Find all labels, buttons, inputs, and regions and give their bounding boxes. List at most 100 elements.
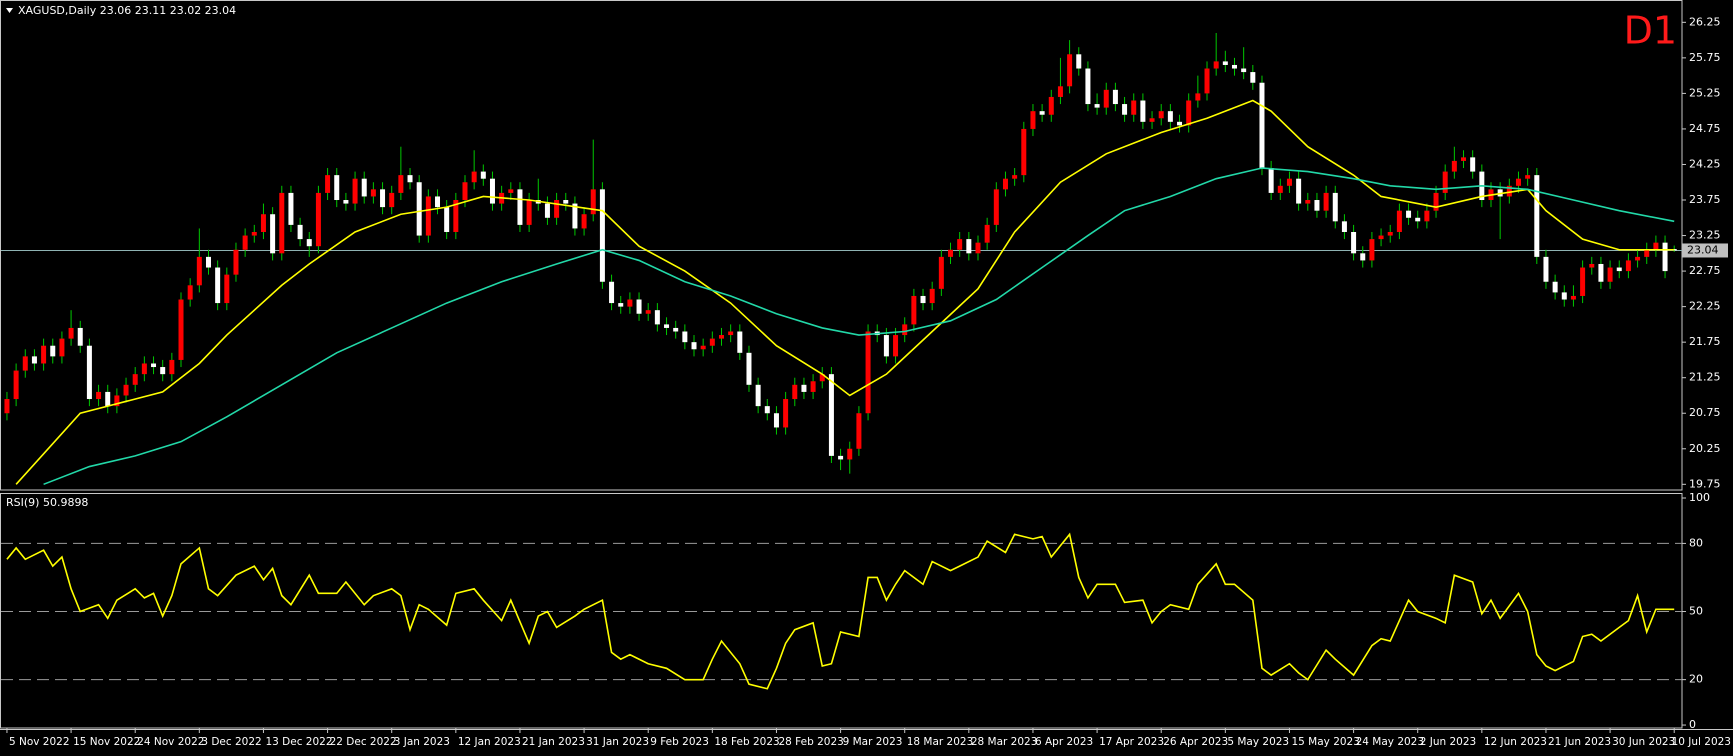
candle-body	[68, 327, 74, 339]
candle-body	[13, 370, 19, 400]
candle-body	[1222, 61, 1228, 65]
candle-body	[187, 285, 193, 300]
x-tick-label: 18 Mar 2023	[907, 736, 974, 748]
candle-body	[755, 384, 761, 407]
y-tick-label: 24.75	[1689, 122, 1721, 135]
candle-body	[764, 406, 770, 414]
candle-body	[938, 256, 944, 289]
y-tick-label: 21.75	[1689, 335, 1721, 348]
indicator-label: RSI(9) 50.9898	[6, 496, 88, 509]
candle-body	[1259, 82, 1265, 169]
candle-body	[1140, 100, 1146, 122]
candle-body	[572, 203, 578, 229]
indicator-y-tick-label: 50	[1689, 605, 1703, 618]
candle-body	[315, 192, 321, 247]
x-tick-label: 10 Jul 2023	[1672, 736, 1731, 748]
candle-body	[4, 399, 10, 414]
candle-body	[902, 324, 908, 336]
x-tick-label: 21 Jun 2023	[1548, 736, 1611, 748]
candle-body	[1030, 111, 1036, 129]
candle-body	[1406, 210, 1412, 218]
candle-body	[1314, 200, 1320, 211]
candle-body	[425, 196, 431, 236]
candle-body	[1570, 295, 1576, 300]
candle-body	[151, 363, 157, 368]
y-tick-label: 24.25	[1689, 157, 1721, 170]
candle-body	[609, 281, 615, 304]
candle-body	[1470, 157, 1476, 172]
candle-body	[1653, 242, 1659, 250]
y-tick-label: 26.25	[1689, 15, 1721, 28]
candle-body	[984, 224, 990, 243]
candle-body	[691, 342, 697, 350]
candle-body	[361, 178, 367, 197]
candle-body	[773, 413, 779, 428]
candle-body	[480, 171, 486, 179]
candle-body	[1002, 178, 1008, 190]
candle-body	[718, 335, 724, 339]
candle-body	[288, 192, 294, 225]
candle-body	[1332, 192, 1338, 222]
candle-body	[178, 299, 184, 360]
x-tick-label: 18 Feb 2023	[714, 736, 779, 748]
indicator-y-tick-label: 20	[1689, 673, 1703, 686]
candle-body	[1296, 178, 1302, 204]
candle-body	[838, 455, 844, 460]
candle-body	[618, 303, 624, 307]
x-tick-label: 12 Jan 2023	[458, 736, 521, 748]
candle-body	[77, 327, 83, 346]
candle-body	[911, 295, 917, 325]
candle-body	[22, 356, 28, 371]
x-tick-label: 9 Mar 2023	[843, 736, 903, 748]
candle-body	[114, 395, 120, 407]
x-tick-label: 3 Dec 2022	[201, 736, 261, 748]
candle-body	[948, 249, 954, 257]
candle-body	[728, 331, 734, 336]
candle-body	[86, 345, 92, 400]
x-tick-label: 28 Feb 2023	[778, 736, 843, 748]
x-tick-label: 30 Jun 2023	[1612, 736, 1675, 748]
candle-body	[792, 384, 798, 400]
candle-body	[682, 331, 688, 343]
candle-body	[554, 200, 560, 218]
candle-body	[1094, 104, 1100, 108]
candle-body	[673, 327, 679, 332]
candle-body	[59, 338, 65, 357]
candle-body	[627, 299, 633, 307]
candle-body	[1021, 128, 1027, 176]
candle-body	[1305, 200, 1311, 204]
candle-body	[260, 214, 266, 232]
candle-body	[1506, 185, 1512, 197]
candle-body	[169, 359, 175, 375]
candle-body	[975, 242, 981, 254]
candle-body	[1415, 217, 1421, 222]
current-price-tag	[1682, 243, 1728, 258]
candle-body	[581, 214, 587, 229]
x-tick-label: 24 May 2023	[1356, 736, 1424, 748]
candle-body	[279, 192, 285, 254]
candle-body	[1543, 256, 1549, 282]
candle-body	[1598, 263, 1604, 282]
candle-body	[407, 175, 413, 183]
candle-body	[1131, 100, 1137, 115]
x-tick-label: 5 Nov 2022	[9, 736, 70, 748]
x-tick-label: 5 May 2023	[1227, 736, 1289, 748]
x-tick-label: 6 Apr 2023	[1035, 736, 1093, 748]
plot-layer: 19.75 20.25 20.75 21.25 21.75 22.25 22.75 23.25…	[1, 15, 1731, 748]
candle-body	[398, 175, 404, 193]
candle-body	[883, 335, 889, 357]
candle-body	[737, 331, 743, 353]
candle-body	[297, 224, 303, 240]
candle-body	[1231, 64, 1237, 69]
candle-body	[645, 310, 651, 314]
candle-body	[1067, 54, 1073, 87]
indicator-y-tick-label: 0	[1689, 718, 1696, 731]
candle-body	[123, 384, 129, 396]
candle-body	[517, 189, 523, 225]
y-tick-label: 22.75	[1689, 264, 1721, 277]
candle-body	[1039, 111, 1045, 115]
candle-body	[242, 235, 248, 250]
candle-body	[343, 200, 349, 204]
candle-body	[251, 231, 257, 236]
